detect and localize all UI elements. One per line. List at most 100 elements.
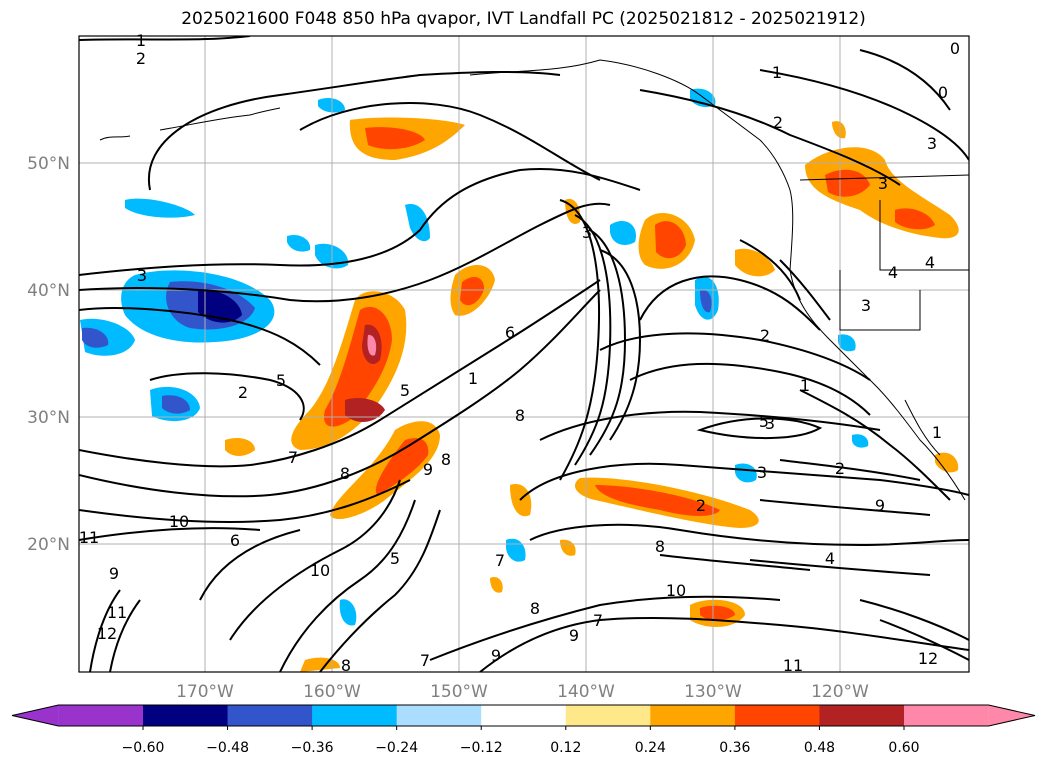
negative-anomaly-region [287, 234, 311, 252]
contour-label: 9 [109, 564, 119, 583]
contour-label: 3 [137, 266, 147, 285]
lat-tick-label: 50°N [27, 154, 70, 174]
contour-label: 5 [759, 412, 769, 431]
colorbar-tick-label: 0.60 [888, 740, 919, 756]
colorbar-segment [819, 705, 905, 726]
colorbar-segment [58, 705, 143, 726]
positive-anomaly-core [460, 276, 485, 306]
lon-tick-label: 120°W [811, 682, 869, 702]
colorbar-segment [481, 705, 567, 726]
negative-anomaly-region [838, 334, 856, 352]
colorbar-tick-label: 0.12 [550, 740, 581, 756]
contour-label: 3 [582, 223, 592, 242]
contour-label: 9 [569, 626, 579, 645]
contour-label: 1 [800, 376, 810, 395]
positive-anomaly-region [225, 438, 255, 456]
colorbar-segment [312, 705, 398, 726]
colorbar-tick-label: −0.36 [291, 740, 334, 756]
contour-label: 8 [530, 599, 540, 618]
contour-label: 1 [772, 63, 782, 82]
lon-tick-label: 170°W [176, 682, 234, 702]
negative-anomaly-region [125, 198, 195, 218]
colorbar-segment [396, 705, 482, 726]
contour-label: 0 [938, 83, 948, 102]
positive-anomaly-peak [345, 398, 385, 422]
positive-anomaly-region [935, 452, 959, 473]
contour-label: 2 [773, 113, 783, 132]
colorbar-extend-high [988, 705, 1035, 726]
colorbar-tick-label: −0.60 [122, 740, 165, 756]
colorbar-tick-label: −0.12 [460, 740, 503, 756]
contour-label: 8 [655, 537, 665, 556]
contour-label: 9 [423, 460, 433, 479]
contour-label: 9 [491, 646, 501, 665]
colorbar-tick-labels: −0.60 −0.48 −0.36 −0.24 −0.12 0.12 0.24 0.36 0.4… [122, 726, 920, 756]
contour-label: 10 [666, 581, 686, 600]
contour-label: 3 [757, 463, 767, 482]
lon-tick-label: 140°W [557, 682, 615, 702]
contour-label: 2 [835, 459, 845, 478]
contour-label: 3 [927, 134, 937, 153]
positive-anomaly-region [300, 657, 340, 672]
colorbar-segment [227, 705, 313, 726]
colorbar-tick-label: 0.48 [804, 740, 835, 756]
lat-tick-label: 40°N [27, 281, 70, 301]
negative-anomaly-region [852, 434, 869, 448]
contour-label: 12 [97, 624, 117, 643]
colorbar [11, 704, 1036, 727]
contour-label: 5 [276, 371, 286, 390]
lon-tick-label: 160°W [303, 682, 361, 702]
contour-label: 11 [783, 656, 803, 675]
longitude-tick-labels: 170°W 160°W 150°W 140°W 130°W 120°W [176, 682, 869, 702]
contour-label: 8 [341, 656, 351, 675]
contour-label: 6 [230, 531, 240, 550]
lat-tick-label: 30°N [27, 408, 70, 428]
map-title: 2025021600 F048 850 hPa qvapor, IVT Land… [181, 9, 866, 29]
contour-label: 11 [107, 603, 127, 622]
positive-anomaly-extreme [367, 334, 377, 356]
lon-tick-label: 130°W [684, 682, 742, 702]
colorbar-outline [11, 704, 1036, 727]
negative-anomaly-core [162, 395, 190, 414]
colorbar-tick-label: 0.36 [719, 740, 750, 756]
contour-label: 7 [420, 651, 430, 670]
contour-label: 10 [169, 512, 189, 531]
contour-label: 7 [495, 551, 505, 570]
colorbar-segment [904, 705, 989, 726]
contour-label: 4 [888, 263, 898, 282]
positive-anomaly-region [735, 248, 775, 277]
contour-label: 7 [593, 611, 603, 630]
contour-label: 0 [950, 39, 960, 58]
colorbar-segment [565, 705, 651, 726]
contour-label: 8 [340, 464, 350, 483]
positive-anomaly-core [365, 127, 425, 150]
negative-anomaly-core [82, 327, 109, 348]
colorbar-tick-label: 0.24 [635, 740, 666, 756]
negative-anomaly-region [339, 599, 357, 626]
contour-label: 4 [825, 549, 835, 568]
colorbar-segment [650, 705, 736, 726]
colorbar-tick-label: −0.48 [206, 740, 249, 756]
contour-label: 2 [238, 383, 248, 402]
contour-label: 3 [861, 296, 871, 315]
negative-anomaly-core [700, 289, 712, 313]
contour-label: 12 [918, 649, 938, 668]
negative-anomaly-region [405, 204, 430, 242]
lat-tick-label: 20°N [27, 535, 70, 555]
colorbar-segment [734, 705, 820, 726]
positive-anomaly-core [895, 208, 935, 230]
negative-anomaly-region [735, 463, 757, 483]
positive-anomaly-core [825, 169, 870, 197]
contour-label: 7 [288, 448, 298, 467]
colorbar-extend-low [12, 705, 59, 726]
contour-label: 2 [136, 49, 146, 68]
positive-anomaly-region [832, 121, 846, 139]
contour-label: 1 [932, 423, 942, 442]
contour-label: 11 [79, 528, 99, 547]
contour-label: 1 [468, 369, 478, 388]
contour-label: 1 [136, 31, 146, 50]
contour-label: 5 [390, 549, 400, 568]
ivt-contours [79, 36, 969, 672]
